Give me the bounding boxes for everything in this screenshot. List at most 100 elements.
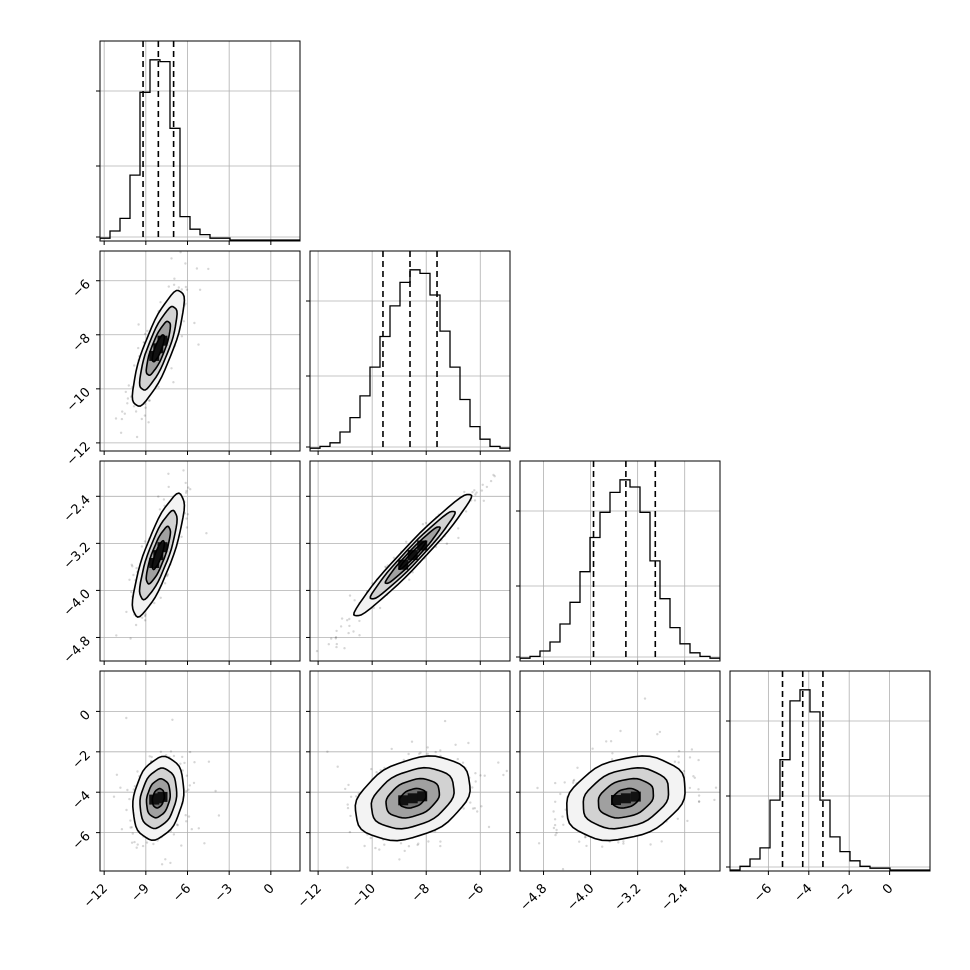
contour-line — [131, 289, 186, 407]
contour-line — [131, 492, 186, 618]
y-tick-label: −8 — [70, 331, 94, 355]
scatter-point — [697, 788, 700, 791]
scatter-point — [144, 613, 147, 616]
scatter-point — [167, 485, 170, 489]
scatter-point — [407, 752, 410, 756]
x-tick-label: −6 — [170, 881, 194, 905]
scatter-point — [185, 789, 188, 793]
scatter-point — [134, 623, 138, 627]
x-tick-label: −4.8 — [517, 881, 550, 914]
scatter-point — [120, 417, 124, 421]
scatter-point — [622, 842, 625, 845]
scatter-point — [128, 797, 131, 801]
scatter-point — [426, 752, 429, 755]
y-tick-label: −4.0 — [61, 587, 94, 620]
scatter-point — [150, 755, 153, 759]
contour-line — [151, 539, 166, 571]
scatter-point — [143, 540, 147, 543]
scatter-point — [148, 399, 151, 402]
panel-0-0 — [96, 40, 301, 245]
scatter-point — [132, 405, 136, 408]
scatter-point — [439, 749, 442, 752]
scatter-point — [129, 819, 132, 822]
scatter-point — [179, 251, 182, 254]
panel-3-1: −12 −10 −8 −6 — [295, 670, 511, 911]
scatter-point — [335, 642, 338, 646]
scatter-point — [131, 832, 134, 835]
scatter-point — [172, 754, 176, 758]
scatter-point — [339, 625, 343, 628]
scatter-point — [172, 833, 176, 836]
scatter-point — [461, 761, 465, 764]
scatter-point — [487, 825, 491, 829]
contour-line — [398, 787, 427, 809]
scatter-point — [489, 479, 493, 483]
scatter-point — [692, 775, 695, 778]
scatter-point — [347, 783, 350, 787]
scatter-point — [130, 826, 133, 829]
panel-frame — [99, 460, 301, 662]
scatter-point — [348, 624, 351, 628]
scatter-point — [284, 705, 286, 707]
scatter-point — [165, 574, 169, 578]
scatter-point — [619, 729, 622, 733]
scatter-point — [197, 343, 200, 346]
scatter-point — [492, 473, 495, 477]
scatter-point — [688, 756, 692, 759]
scatter-point — [180, 288, 183, 291]
density-peak-cell — [611, 795, 621, 805]
scatter-point — [572, 778, 576, 782]
panel-1-1 — [306, 250, 511, 455]
scatter-point — [218, 428, 220, 430]
scatter-point — [185, 526, 189, 529]
scatter-point — [198, 288, 202, 291]
scatter-point — [207, 760, 211, 763]
scatter-point — [402, 758, 405, 762]
scatter-point — [125, 610, 128, 614]
scatter-point — [181, 769, 184, 772]
scatter-point — [335, 645, 338, 649]
scatter-point — [134, 410, 138, 413]
scatter-point — [457, 527, 460, 530]
y-tick-label: −4 — [70, 788, 94, 812]
contour-line — [138, 305, 178, 391]
scatter-point — [690, 748, 694, 751]
scatter-point — [399, 842, 403, 845]
scatter-point — [411, 571, 414, 574]
scatter-point — [378, 606, 382, 610]
scatter-point — [497, 844, 499, 846]
scatter-point — [474, 780, 477, 783]
scatter-point — [555, 828, 558, 832]
scatter-point — [454, 743, 457, 746]
contour-line — [151, 334, 166, 363]
scatter-point — [555, 831, 558, 835]
scatter-point — [186, 513, 190, 516]
scatter-point — [561, 867, 565, 871]
scatter-point — [658, 730, 662, 734]
scatter-point — [167, 285, 170, 288]
scatter-point — [352, 630, 355, 633]
scatter-point — [346, 866, 349, 869]
scatter-point — [419, 751, 422, 754]
scatter-point — [463, 490, 466, 494]
scatter-point — [180, 535, 183, 538]
contour-line — [597, 777, 655, 819]
x-tick-label: −9 — [128, 881, 152, 905]
scatter-point — [439, 844, 442, 848]
scatter-point — [340, 617, 344, 620]
scatter-point — [384, 565, 387, 568]
scatter-point — [369, 836, 372, 840]
density-peak-cell — [157, 791, 168, 802]
scatter-point — [177, 286, 180, 289]
scatter-point — [563, 781, 566, 784]
scatter-point — [176, 824, 179, 827]
scatter-point — [187, 788, 190, 791]
scatter-point — [159, 596, 162, 599]
panel-frame — [519, 670, 721, 872]
scatter-point — [416, 843, 419, 847]
scatter-point — [660, 840, 663, 843]
scatter-point — [493, 475, 496, 478]
scatter-point — [184, 491, 188, 494]
scatter-point — [481, 483, 484, 486]
